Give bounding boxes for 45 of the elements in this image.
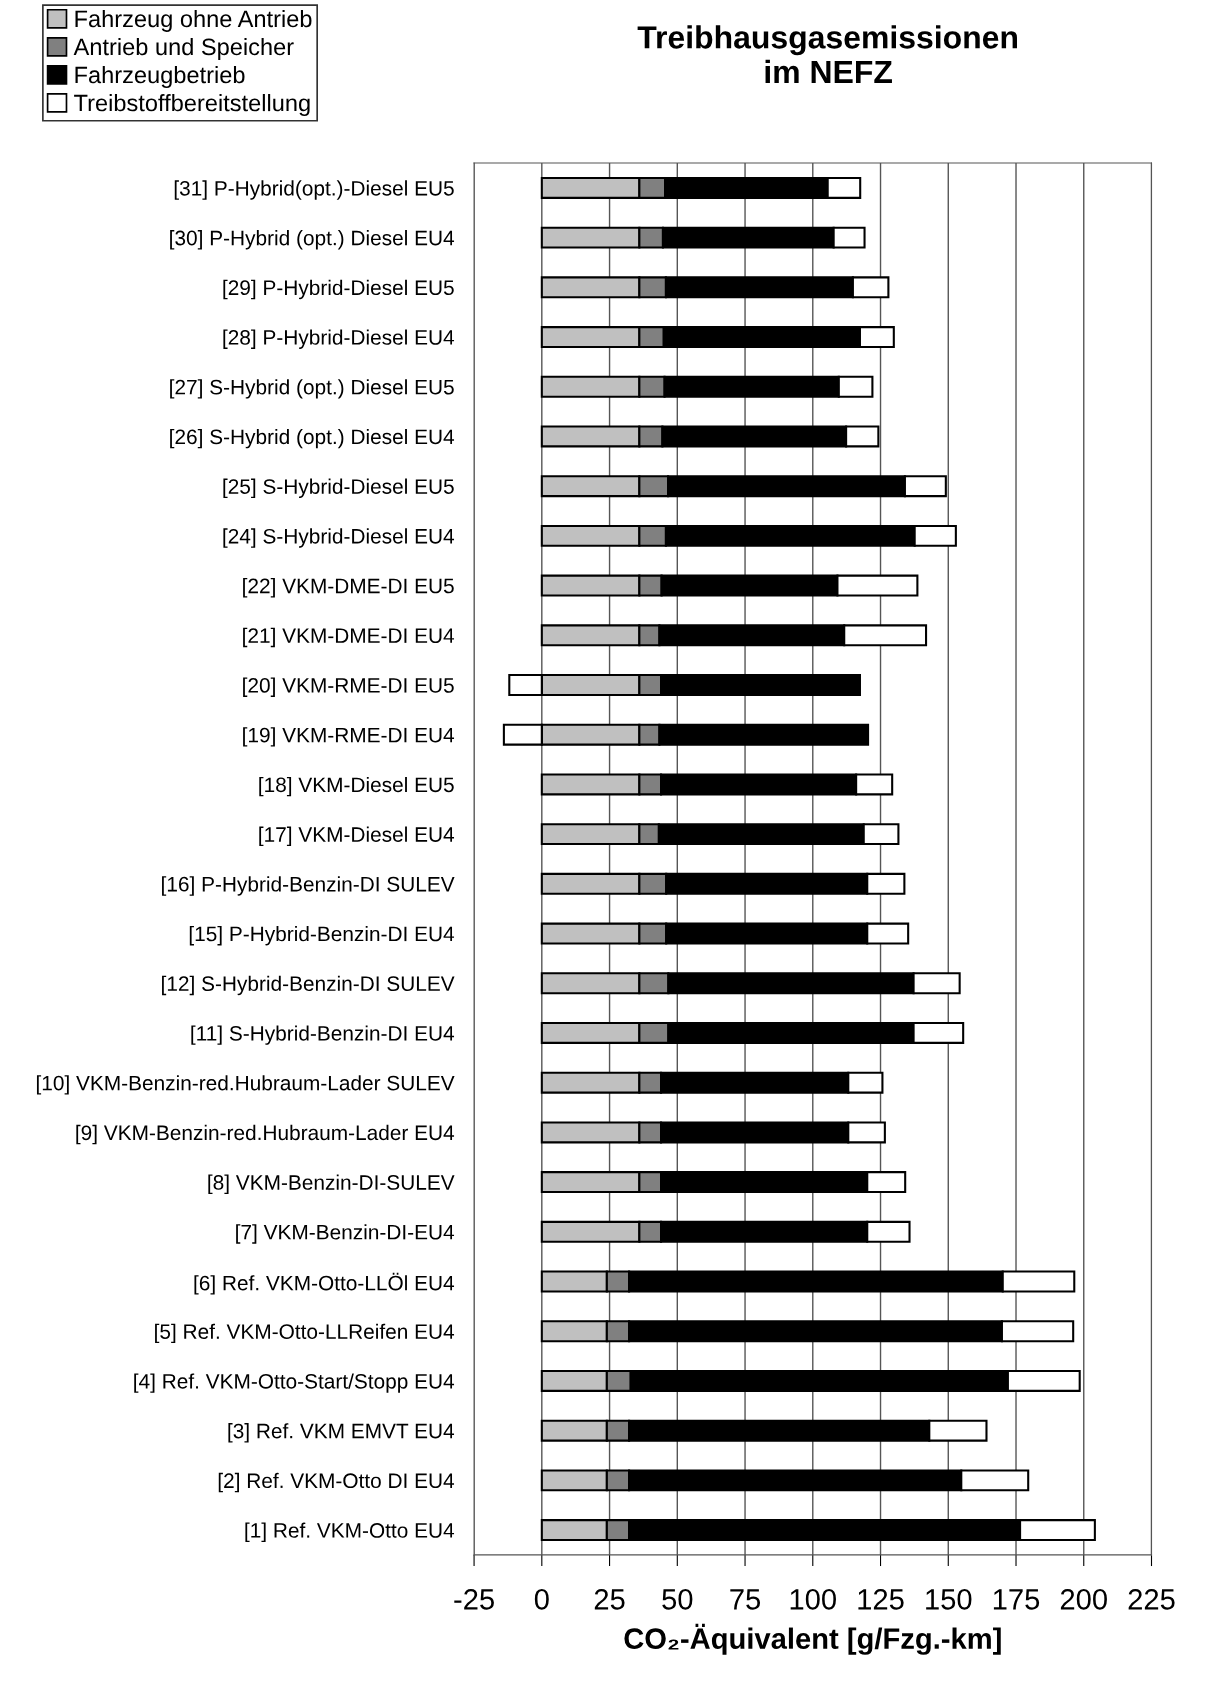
x-axis-title: CO₂-Äquivalent [g/Fzg.-km] [624,1623,1001,1655]
y-tick-label: [12] S-Hybrid-Benzin-DI SULEV [162,975,455,996]
y-tick-label: [29] P-Hybrid-Diesel EU5 [223,279,454,300]
legend-label: Fahrzeugbetrieb [75,65,245,88]
y-tick-label: [4] Ref. VKM-Otto-Start/Stopp EU4 [134,1373,455,1393]
y-tick-label: [18] VKM-Diesel EU5 [259,776,454,797]
y-tick-label: [31] P-Hybrid(opt.)-Diesel EU5 [174,180,454,200]
legend-label: Antrieb und Speicher [73,37,294,60]
y-tick-label: [17] VKM-Diesel EU4 [259,826,455,847]
legend-label: Treibstoffbereitstellung [74,94,310,117]
y-tick-label: [7] VKM-Benzin-DI-EU4 [236,1224,455,1244]
x-tick-label: 25 [594,1589,625,1610]
y-tick-label: [25] S-Hybrid-Diesel EU5 [223,478,454,499]
y-tick-label: [5] Ref. VKM-Otto-LLReifen EU4 [155,1323,455,1344]
legend-label: Fahrzeug ohne Antrieb [75,9,312,32]
x-tick-label: 100 [790,1589,836,1610]
y-tick-label: [26] S-Hybrid (opt.) Diesel EU4 [170,428,455,449]
x-tick-label: 225 [1128,1589,1175,1610]
x-tick-label: 0 [534,1589,549,1610]
y-tick-label: [6] Ref. VKM-Otto-LLÖl EU4 [194,1272,455,1295]
y-tick-label: [19] VKM-RME-DI EU4 [243,727,455,747]
x-tick-label: 50 [662,1589,693,1610]
x-tick-label: -25 [454,1589,494,1610]
y-tick-label: [21] VKM-DME-DI EU4 [243,627,455,648]
y-tick-label: [11] S-Hybrid-Benzin-DI EU4 [191,1025,455,1045]
y-tick-label: [24] S-Hybrid-Diesel EU4 [223,528,455,548]
chart-title: Treibhausgasemissionen im NEFZ [637,25,1017,83]
x-tick-label: 175 [993,1589,1040,1610]
y-tick-label: [22] VKM-DME-DI EU5 [243,578,454,598]
y-tick-label: [15] P-Hybrid-Benzin-DI EU4 [189,926,455,946]
y-tick-label: [3] Ref. VKM EMVT EU4 [228,1423,455,1443]
x-tick-label: 75 [730,1589,761,1610]
y-tick-label: [28] P-Hybrid-Diesel EU4 [223,329,455,349]
y-tick-label: [16] P-Hybrid-Benzin-DI SULEV [162,876,455,896]
y-tick-label: [27] S-Hybrid (opt.) Diesel EU5 [170,379,454,399]
y-tick-label: [8] VKM-Benzin-DI-SULEV [208,1174,455,1194]
y-tick-label: [20] VKM-RME-DI EU5 [243,677,454,697]
x-tick-label: 150 [926,1589,972,1610]
y-tick-label: [2] Ref. VKM-Otto DI EU4 [218,1472,455,1493]
y-tick-label: [10] VKM-Benzin-red.Hubraum-Lader SULEV [36,1075,455,1095]
x-tick-label: 200 [1060,1589,1107,1610]
y-tick-label: [9] VKM-Benzin-red.Hubraum-Lader EU4 [76,1124,455,1145]
y-tick-label: [30] P-Hybrid (opt.) Diesel EU4 [170,230,455,250]
y-tick-label: [1] Ref. VKM-Otto EU4 [245,1522,455,1542]
x-tick-label: 125 [858,1589,904,1610]
